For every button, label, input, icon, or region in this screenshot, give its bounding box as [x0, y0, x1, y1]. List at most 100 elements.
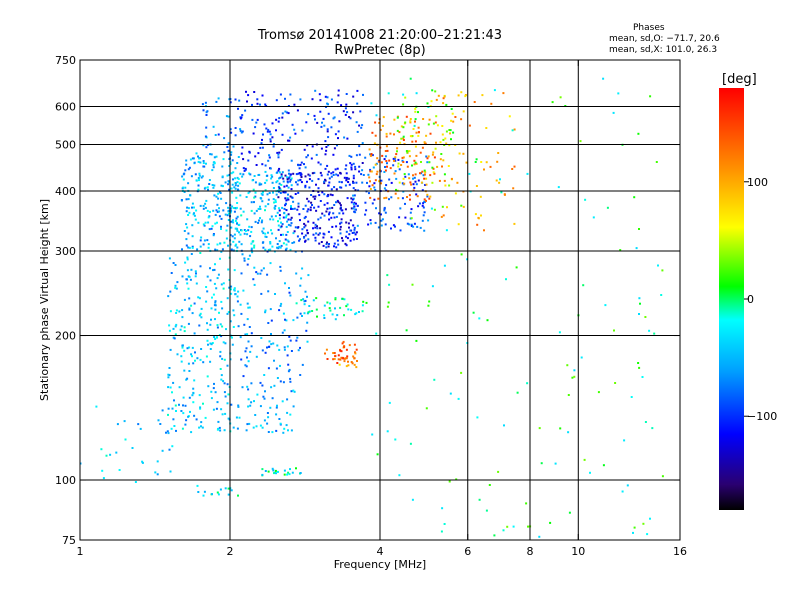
data-point: [387, 301, 390, 304]
data-point: [411, 164, 413, 167]
data-point: [475, 185, 478, 187]
data-point: [401, 159, 404, 162]
data-point: [352, 194, 355, 197]
data-point: [216, 221, 218, 224]
data-point: [325, 146, 328, 148]
data-point: [167, 373, 170, 376]
data-point: [237, 494, 239, 497]
data-point: [406, 165, 409, 168]
data-point: [406, 222, 409, 225]
data-point: [248, 306, 251, 309]
data-point: [420, 172, 423, 175]
data-point: [318, 232, 321, 235]
data-point: [211, 225, 214, 228]
data-point: [385, 184, 388, 187]
data-point: [310, 157, 313, 160]
data-point: [398, 168, 401, 171]
data-point: [203, 224, 206, 227]
data-point: [308, 310, 311, 313]
data-point: [246, 385, 249, 388]
data-point: [326, 128, 329, 131]
data-point: [295, 173, 298, 176]
data-point: [266, 130, 269, 133]
data-point: [298, 167, 301, 170]
data-point: [194, 270, 197, 273]
data-point: [323, 304, 326, 307]
data-point: [369, 188, 372, 190]
data-point: [269, 308, 272, 311]
data-point: [239, 207, 242, 210]
data-point: [376, 453, 379, 456]
data-point: [567, 431, 570, 434]
data-point: [305, 329, 308, 332]
data-point: [209, 360, 212, 363]
data-point: [209, 348, 212, 350]
data-point: [233, 186, 236, 189]
data-point: [271, 467, 274, 470]
data-point: [241, 386, 244, 389]
data-point: [270, 319, 273, 322]
data-point: [284, 238, 287, 241]
data-point: [247, 229, 250, 232]
data-point: [224, 395, 227, 398]
data-point: [202, 494, 205, 497]
data-point: [210, 318, 212, 321]
data-point: [428, 197, 431, 200]
data-point: [246, 333, 249, 336]
data-point: [230, 151, 233, 154]
data-point: [264, 470, 267, 472]
data-point: [638, 297, 641, 300]
data-point: [435, 98, 438, 101]
data-point: [239, 116, 242, 119]
data-point: [360, 173, 363, 176]
data-point: [259, 146, 262, 149]
data-point: [226, 174, 229, 177]
data-point: [284, 282, 286, 285]
data-point: [283, 473, 286, 476]
data-point: [236, 181, 239, 184]
data-point: [307, 208, 310, 211]
data-point: [237, 325, 240, 328]
data-point: [253, 400, 255, 403]
data-point: [264, 351, 267, 354]
data-point: [499, 178, 501, 181]
data-point: [339, 207, 342, 210]
data-point: [571, 376, 574, 379]
data-point: [172, 381, 175, 384]
data-point: [298, 172, 301, 174]
data-point: [192, 391, 195, 394]
data-point: [355, 202, 357, 205]
data-point: [380, 179, 383, 182]
data-point: [289, 93, 292, 96]
data-point: [261, 473, 264, 476]
data-point: [291, 242, 294, 244]
data-point: [200, 307, 203, 310]
data-point: [380, 219, 383, 222]
data-point: [362, 300, 365, 303]
data-point: [415, 183, 418, 186]
data-point: [495, 179, 498, 182]
data-point: [230, 172, 233, 175]
data-point: [445, 229, 448, 232]
data-point: [238, 223, 241, 226]
data-point: [254, 181, 257, 184]
data-point: [184, 423, 187, 426]
data-point: [505, 278, 507, 281]
data-point: [637, 132, 640, 135]
data-point: [353, 228, 356, 231]
data-point: [123, 420, 126, 423]
data-point: [205, 146, 208, 149]
data-point: [502, 92, 505, 95]
data-point: [231, 343, 234, 346]
data-point: [227, 219, 230, 221]
data-point: [263, 374, 266, 376]
data-point: [218, 215, 221, 218]
data-point: [187, 362, 190, 365]
data-point: [175, 309, 178, 312]
data-point: [285, 424, 288, 427]
data-point: [238, 182, 241, 185]
y-axis-label: Stationary phase Virtual Height [km]: [38, 199, 51, 401]
data-point: [277, 196, 280, 199]
data-point: [249, 173, 252, 176]
data-point: [468, 172, 471, 175]
